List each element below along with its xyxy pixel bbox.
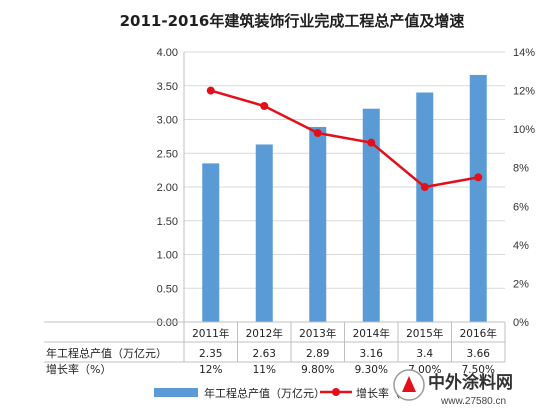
- left-tick-label: 4.00: [157, 47, 178, 59]
- table-cell: 7.50%: [462, 364, 495, 376]
- bar: [255, 144, 273, 322]
- watermark: 中外涂料网 www.27580.cn: [393, 369, 513, 407]
- right-tick-label: 2%: [513, 278, 529, 290]
- right-tick-label: 6%: [513, 201, 529, 213]
- right-tick-label: 10%: [513, 124, 535, 136]
- line-point: [260, 102, 269, 110]
- legend-line-marker: [332, 388, 340, 396]
- table-row-header: 增长率（%）: [46, 362, 111, 376]
- series-line: [210, 89, 479, 189]
- category-label: 2012年: [246, 327, 283, 340]
- left-tick-label: 2.50: [157, 148, 178, 160]
- line-point: [420, 183, 429, 191]
- data-table: 2011年 2012年 2013年 2014年 2015年 2016年年工程总产值（万亿元…: [44, 52, 506, 376]
- left-tick-label: 2.00: [157, 182, 178, 194]
- table-cell: 2.35: [199, 348, 222, 360]
- left-tick-label: 3.50: [157, 81, 178, 93]
- right-tick-label: 14%: [513, 47, 535, 59]
- category-label: 2016年: [460, 327, 497, 340]
- line-point: [206, 86, 215, 95]
- bar: [309, 126, 327, 322]
- table-cell: 3.4: [416, 348, 433, 360]
- bar: [416, 92, 434, 322]
- table-cell: 11%: [253, 364, 276, 376]
- category-label: 2013年: [299, 327, 336, 340]
- left-tick-label: 0.00: [157, 317, 178, 329]
- chart-title: 2011-2016年建筑装饰行业完成工程总产值及增速: [120, 12, 465, 30]
- left-axis: 0.00 0.50 1.00 1.50 2.00 2.50 3.00 3.50 4.00: [157, 47, 178, 329]
- bar: [362, 108, 380, 322]
- right-tick-label: 4%: [513, 240, 529, 252]
- table-cell: 9.80%: [301, 364, 334, 376]
- table-cell: 3.66: [467, 348, 491, 360]
- table-cell: 2.63: [253, 348, 276, 360]
- category-label: 2015年: [406, 327, 443, 340]
- bar: [202, 163, 220, 322]
- legend: 年工程总产值（万亿元） 增长率（%: [154, 386, 410, 400]
- right-tick-label: 12%: [513, 86, 535, 98]
- line-point: [313, 129, 322, 137]
- right-tick-label: 8%: [513, 163, 529, 175]
- category-label: 2014年: [353, 327, 390, 340]
- category-label: 2011年: [192, 327, 229, 340]
- watermark-name: 中外涂料网: [428, 372, 513, 393]
- right-tick-label: 0%: [513, 317, 529, 329]
- watermark-url: www.27580.cn: [440, 396, 506, 407]
- table-cell: 2.89: [306, 348, 329, 360]
- table-row-header: 年工程总产值（万亿元）: [46, 346, 167, 360]
- bar: [469, 74, 487, 322]
- left-tick-label: 1.50: [157, 216, 178, 228]
- line-point: [367, 138, 376, 147]
- gridlines: [184, 51, 505, 323]
- legend-bar-label: 年工程总产值（万亿元）: [204, 386, 325, 400]
- table-cell: 12%: [199, 364, 222, 376]
- table-cell: 9.30%: [355, 364, 388, 376]
- right-axis: 0% 2% 4% 6% 8% 10% 12% 14%: [513, 47, 535, 329]
- line-point: [474, 173, 483, 182]
- watermark-flame-icon: [402, 376, 416, 392]
- left-tick-label: 1.00: [157, 250, 178, 262]
- left-tick-label: 0.50: [157, 283, 178, 295]
- left-tick-label: 3.00: [157, 115, 178, 127]
- line-series: [206, 86, 483, 191]
- bar-series: [202, 74, 487, 322]
- table-cell: 3.16: [360, 348, 384, 360]
- legend-bar-swatch: [154, 388, 198, 397]
